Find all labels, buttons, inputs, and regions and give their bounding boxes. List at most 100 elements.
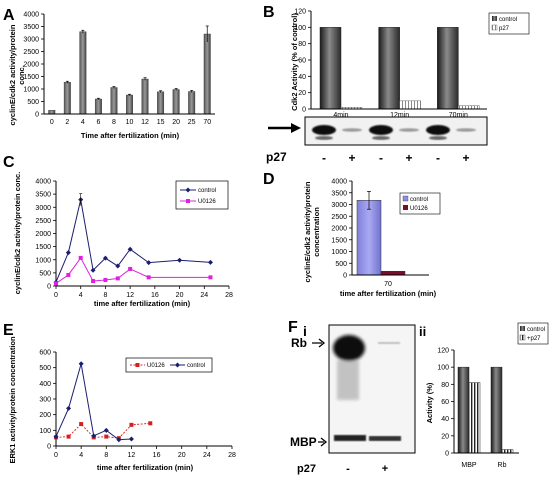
a-bar xyxy=(126,94,133,115)
a-x-tick-label: 15 xyxy=(157,119,165,126)
a-x-axis-label: Time after fertilization (min) xyxy=(81,131,180,140)
d-y-tick-label: 1500 xyxy=(331,237,347,244)
e-point-control xyxy=(103,427,109,433)
panel-a: cyclinE/cdk2 activity/protein conc. 0 500… xyxy=(8,12,215,140)
d-y-axis-label-line2: concentration xyxy=(312,207,321,257)
c-point-control xyxy=(207,259,213,265)
c-y-tick-label: 4000 xyxy=(35,179,51,186)
e-x-tick-label: 12 xyxy=(128,452,136,459)
d-bars xyxy=(356,190,406,276)
f-y-tick-label: 60 xyxy=(441,399,449,406)
b-band-lower xyxy=(372,136,390,140)
c-point-control xyxy=(102,255,108,261)
c-point-u0126 xyxy=(54,281,58,286)
c-x-tick-label: 0 xyxy=(54,292,58,299)
a-x-tick-label: 70 xyxy=(203,119,211,126)
a-bars xyxy=(48,25,211,115)
c-x-tick-label: 28 xyxy=(225,292,233,299)
e-legend-u0126: U0126 xyxy=(147,363,165,369)
c-point-control xyxy=(177,257,183,263)
d-y-ticks: 0 500 1000 1500 2000 2500 3000 3500 4000 xyxy=(331,179,352,280)
e-x-tick-label: 24 xyxy=(203,452,211,459)
d-legend-swatch-control xyxy=(402,195,409,202)
f-blot-bands xyxy=(333,335,401,441)
d-y-axis-label-line1: cyclinE/cdk2 activity/protein xyxy=(303,181,312,282)
a-x-tick-label: 12 xyxy=(141,119,149,126)
a-bar xyxy=(203,33,211,115)
c-y-axis-label: cyclinE/cdk2 activity/protein conc. xyxy=(13,172,22,295)
d-y-tick-label: 2000 xyxy=(331,226,347,233)
a-x-tick-label: 25 xyxy=(188,119,196,126)
d-legend: control U0126 xyxy=(399,192,441,215)
f-blot-row-label: p27 xyxy=(297,463,316,475)
a-x-ticks: 0 2 4 6 8 10 12 15 20 25 70 xyxy=(50,119,211,126)
a-bar xyxy=(157,91,165,115)
a-bar xyxy=(63,82,71,115)
e-legend: U0126 control xyxy=(125,357,213,373)
f-bar-p27 xyxy=(468,382,481,454)
f-bar-control xyxy=(457,366,470,454)
b-band-p27 xyxy=(456,128,476,132)
e-point-u0126 xyxy=(79,422,84,427)
e-x-tick-label: 16 xyxy=(153,452,161,459)
b-band-p27 xyxy=(342,128,362,132)
f-x-category-mbp: MBP xyxy=(461,462,477,469)
panel-label-f: F xyxy=(288,319,298,336)
f-sub-label-i: i xyxy=(303,323,307,339)
a-x-tick-label: 2 xyxy=(65,119,69,126)
b-legend: control p27 xyxy=(488,12,530,35)
e-y-tick-label: 100 xyxy=(39,428,51,435)
a-bar xyxy=(172,89,180,115)
e-y-tick-label: 300 xyxy=(39,397,51,404)
f-legend-swatch-control xyxy=(520,326,525,331)
b-legend-p27: p27 xyxy=(499,26,510,32)
a-bar xyxy=(48,110,56,115)
f-y-axis-label: Activity (%) xyxy=(425,382,434,423)
d-legend-box xyxy=(399,192,441,215)
a-y-axis-label: cyclinE/cdk2 activity/protein conc. xyxy=(8,24,26,125)
b-band-p27 xyxy=(399,128,419,132)
c-x-tick-label: 16 xyxy=(151,292,159,299)
b-y-ticks: 0 20 40 60 80 100 120 xyxy=(294,9,311,114)
c-point-control xyxy=(127,246,133,252)
c-x-tick-label: 8 xyxy=(103,292,107,299)
d-y-tick-label: 0 xyxy=(343,273,347,280)
d-legend-control: control xyxy=(410,197,428,203)
panel-e: ERK1 activity/protein concentration 0 100… xyxy=(8,336,236,472)
c-y-tick-label: 2000 xyxy=(35,231,51,238)
e-x-tick-label: 28 xyxy=(228,452,236,459)
c-point-u0126 xyxy=(66,272,71,277)
b-blot-lane-label: - xyxy=(379,151,383,165)
f-band-rb-control xyxy=(333,335,365,361)
b-y-axis-label: Cdk2 Activity (% of control) xyxy=(290,13,299,111)
d-y-tick-label: 2500 xyxy=(331,214,347,221)
e-x-axis-label: time after fertilization (min) xyxy=(97,463,194,472)
e-y-tick-label: 0 xyxy=(47,444,51,451)
c-x-tick-label: 12 xyxy=(126,292,134,299)
b-band-control xyxy=(369,125,393,135)
f-band-rb-p27 xyxy=(378,342,400,344)
e-x-tick-label: 0 xyxy=(54,452,58,459)
f-mbp-arrow-icon xyxy=(318,437,328,447)
c-line-u0126 xyxy=(55,256,211,284)
f-y-tick-label: 40 xyxy=(441,416,449,423)
e-point-u0126 xyxy=(66,434,71,439)
f-y-tick-label: 20 xyxy=(441,433,449,440)
e-line-control xyxy=(55,363,132,441)
c-x-tick-label: 20 xyxy=(176,292,184,299)
e-x-ticks: 0 4 8 12 16 20 24 28 xyxy=(54,446,236,459)
f-y-tick-label: 100 xyxy=(437,365,449,372)
d-y-tick-label: 1000 xyxy=(331,249,347,256)
a-y-tick-label: 3000 xyxy=(23,37,39,44)
c-x-tick-label: 4 xyxy=(79,292,83,299)
c-y-tick-label: 1500 xyxy=(35,244,51,251)
d-y-axis-label: cyclinE/cdk2 activity/protein concentrat… xyxy=(303,181,321,282)
f-legend-swatch-p27 xyxy=(519,334,526,341)
b-western-blot: p27 - + - + - + xyxy=(266,116,488,165)
c-point-control xyxy=(65,250,71,256)
a-y-tick-label: 0 xyxy=(35,112,39,119)
b-blot-lane-label: - xyxy=(436,151,440,165)
c-legend: control U0126 xyxy=(175,180,229,210)
f-blot-lane-1: - xyxy=(346,463,350,475)
